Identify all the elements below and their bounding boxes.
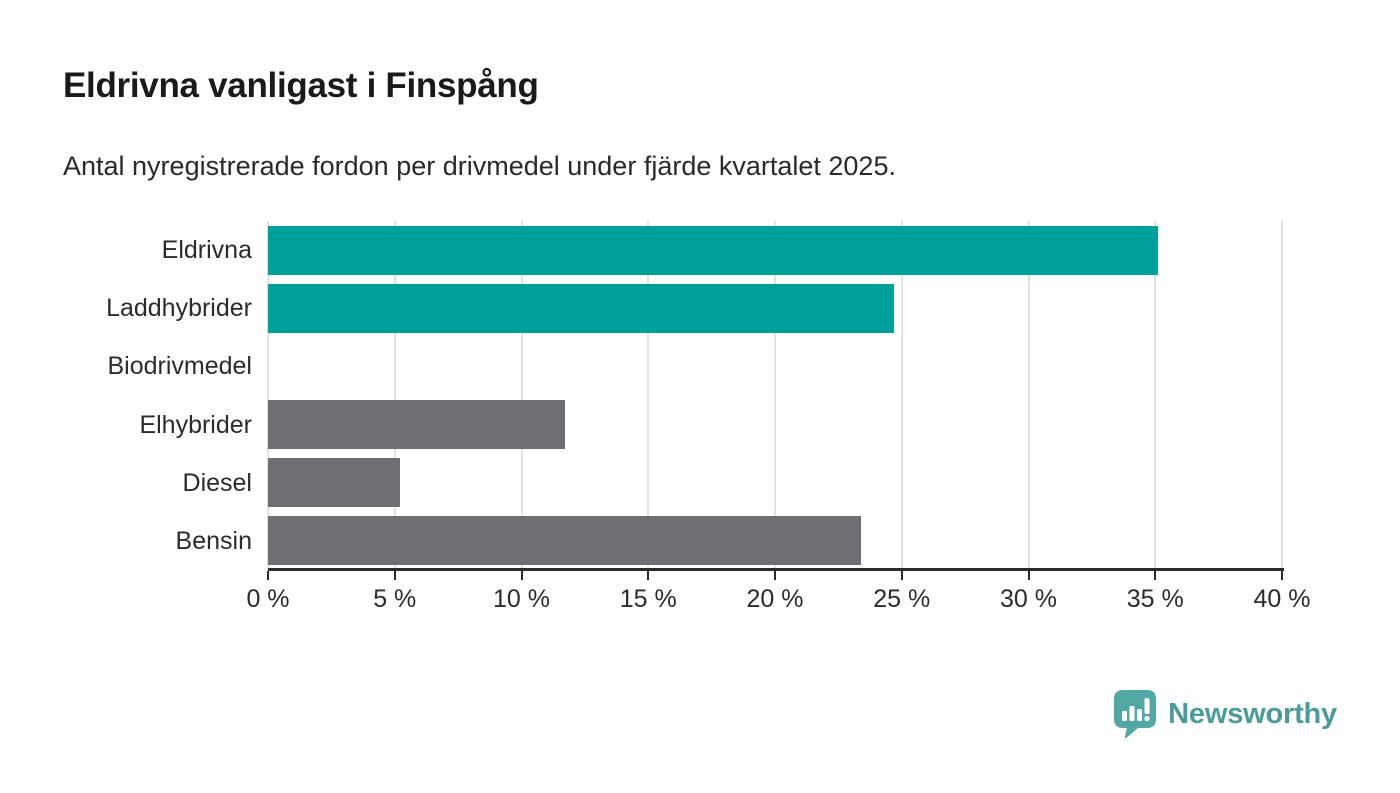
chart-title: Eldrivna vanligast i Finspång <box>63 66 539 105</box>
bar-eldrivna <box>268 225 1158 275</box>
category-label-biodrivmedel: Biodrivmedel <box>107 352 252 381</box>
category-label-diesel: Diesel <box>182 468 252 497</box>
category-label-elhybrider: Elhybrider <box>139 410 252 439</box>
x-ticklabel-25: 25 % <box>873 585 931 613</box>
x-ticklabel-15: 15 % <box>619 585 677 613</box>
gridline-20-percent <box>774 221 776 570</box>
category-label-eldrivna: Eldrivna <box>161 236 252 265</box>
gridline-40-percent <box>1281 221 1283 570</box>
bar-laddhybrider <box>268 283 895 333</box>
x-ticklabel-0: 0 % <box>246 585 290 613</box>
x-tickmark-40 <box>1281 571 1283 580</box>
x-tickmark-25 <box>900 571 903 580</box>
bar-bensin <box>268 516 862 566</box>
gridline-30-percent <box>1027 221 1030 570</box>
gridline-0-percent <box>267 221 269 570</box>
x-tickmark-10 <box>520 571 523 580</box>
newsworthy-logo: Newsworthy <box>1113 688 1337 740</box>
bar-elhybrider <box>268 400 565 450</box>
x-ticklabel-10: 10 % <box>493 585 550 613</box>
gridline-35-percent <box>1154 221 1157 570</box>
x-tickmark-20 <box>774 571 776 580</box>
chart-subtitle: Antal nyregistrerade fordon per drivmede… <box>63 151 896 181</box>
x-axis-line <box>268 568 1284 571</box>
x-ticklabel-35: 35 % <box>1126 585 1184 613</box>
x-tickmark-30 <box>1027 571 1030 580</box>
category-label-laddhybrider: Laddhybrider <box>106 294 252 323</box>
x-tickmark-5 <box>393 571 396 580</box>
x-ticklabel-30: 30 % <box>1000 585 1057 613</box>
x-tickmark-35 <box>1154 571 1157 580</box>
gridline-25-percent <box>900 221 903 570</box>
bar-diesel <box>268 458 400 508</box>
gridline-10-percent <box>520 221 523 570</box>
newsworthy-pin-bar-chart-icon <box>1114 690 1157 739</box>
x-tickmark-0 <box>267 571 269 580</box>
x-ticklabel-5: 5 % <box>373 585 417 613</box>
x-tickmark-15 <box>647 571 650 580</box>
category-label-bensin: Bensin <box>175 526 252 555</box>
x-ticklabel-20: 20 % <box>746 585 804 613</box>
plot-area <box>267 221 1283 570</box>
newsworthy-logo-text: Newsworthy <box>1168 697 1337 730</box>
gridline-15-percent <box>647 221 650 570</box>
gridline-5-percent <box>393 221 396 570</box>
x-ticklabel-40: 40 % <box>1253 585 1311 613</box>
